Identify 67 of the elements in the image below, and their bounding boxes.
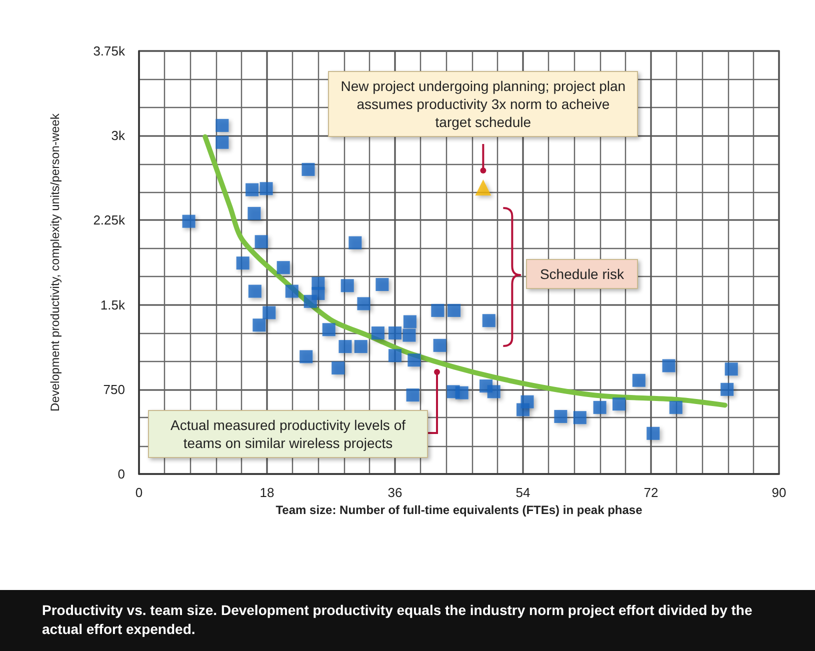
point xyxy=(357,297,370,310)
y-tick-label: 3k xyxy=(111,128,126,144)
point xyxy=(646,426,660,440)
point xyxy=(388,349,402,362)
point xyxy=(520,395,534,408)
x-tick-label: 36 xyxy=(388,485,402,500)
x-axis-title: Team size: Number of full-time equivalents (FTEs) in peak phase xyxy=(276,503,643,517)
y-tick-label: 750 xyxy=(103,382,125,397)
x-tick-label: 18 xyxy=(260,485,274,500)
point xyxy=(487,385,500,398)
point xyxy=(304,294,317,308)
point xyxy=(246,183,259,196)
point xyxy=(403,315,416,328)
point xyxy=(475,179,492,196)
point xyxy=(388,326,402,340)
point xyxy=(348,236,362,250)
point xyxy=(302,162,315,176)
point xyxy=(322,323,336,336)
x-tick-label: 54 xyxy=(516,485,530,500)
y-axis-title: Development productivity, complexity units/person-week xyxy=(48,112,62,412)
point xyxy=(669,400,682,414)
point xyxy=(482,314,496,328)
point xyxy=(248,284,262,298)
y-tick-label: 2.25k xyxy=(93,212,126,228)
point xyxy=(340,279,354,292)
y-tick-label: 3.75k xyxy=(93,44,126,58)
x-tick-label: 90 xyxy=(772,485,786,500)
point xyxy=(612,398,626,411)
point xyxy=(332,361,345,374)
point xyxy=(431,304,444,317)
point xyxy=(402,328,416,342)
point xyxy=(262,306,276,320)
y-tick-label: 0 xyxy=(118,466,125,482)
point xyxy=(448,304,461,317)
point xyxy=(285,284,298,298)
text: Productivity vs. team size. Development productivity equals the industry norm project effort divided by the actual effort expended. xyxy=(0,590,815,651)
point xyxy=(408,354,421,367)
point xyxy=(216,118,229,132)
point xyxy=(216,136,229,149)
point xyxy=(455,386,468,400)
x-tick-label: 72 xyxy=(644,485,658,500)
point xyxy=(433,338,446,352)
point xyxy=(354,340,368,354)
point xyxy=(593,400,606,414)
point xyxy=(338,340,352,354)
point xyxy=(236,256,250,270)
point xyxy=(632,374,646,387)
y-tick-label: 1.5k xyxy=(100,297,126,312)
point xyxy=(254,235,268,248)
point xyxy=(662,359,676,372)
point xyxy=(252,318,266,332)
point xyxy=(300,350,313,364)
callout-box: Actual measured productivity levels of teams on similar wireless projects xyxy=(148,410,428,458)
point xyxy=(724,362,738,376)
point xyxy=(276,261,290,274)
point xyxy=(554,410,568,423)
callout-box: New project undergoing planning; project plan assumes productivity 3x norm to acheive target schedule xyxy=(328,71,638,137)
point xyxy=(720,382,734,396)
callout-box: Schedule risk xyxy=(526,259,638,289)
point xyxy=(260,182,273,196)
point xyxy=(182,214,196,228)
point xyxy=(248,206,261,220)
point xyxy=(406,388,420,402)
point xyxy=(371,326,384,340)
point xyxy=(573,411,586,424)
point xyxy=(376,278,389,291)
x-tick-label: 0 xyxy=(135,485,143,500)
